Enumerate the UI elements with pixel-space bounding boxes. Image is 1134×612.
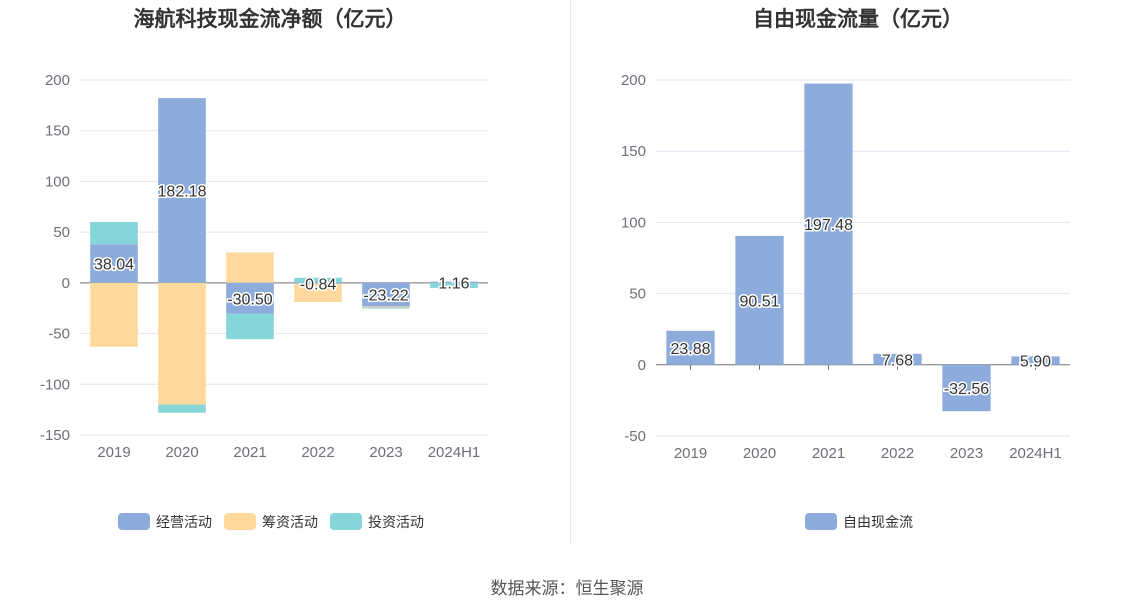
y-tick-label: -50 (48, 326, 70, 343)
data-source-note: 数据来源：恒生聚源 (490, 579, 644, 598)
bar-1-2019 (90, 244, 138, 283)
cashflow-net-chart: 海航科技现金流净额（亿元） 200 150 100 50 0 -50 -100 -150 2019… (0, 0, 570, 545)
y-tick-label: -150 (40, 427, 70, 444)
data-label: 38.04 (94, 257, 134, 274)
data-label: 5.90 (1020, 354, 1051, 371)
bar-3-2020 (158, 404, 206, 413)
bar-3-2023 (362, 307, 410, 309)
y-tick-label: 200 (621, 72, 646, 89)
bar-2-2019 (90, 282, 138, 347)
panel-divider (570, 0, 571, 545)
data-label: 1.16 (438, 275, 469, 292)
y-tick-label: -50 (624, 428, 646, 445)
y-tick-label: -100 (40, 376, 70, 393)
bar-1-2022 (873, 353, 922, 365)
legend-label: 筹资活动 (262, 514, 318, 530)
legend-label: 自由现金流 (843, 514, 913, 530)
y-tick-label: 100 (45, 173, 70, 190)
data-label: -0.84 (300, 276, 337, 293)
x-tick-label: 2024H1 (1009, 445, 1062, 462)
legend-swatch (118, 513, 150, 530)
y-tick-label: 100 (621, 214, 646, 231)
free-cashflow-chart: 自由现金流量（亿元） 200 150 100 50 0 -50 2019 2020 2021 202… (571, 0, 1134, 545)
x-tick-label: 2024H1 (428, 444, 481, 461)
bar-3-2021 (226, 313, 274, 340)
x-tick-label: 2021 (812, 445, 845, 462)
cashflow-net-chart-svg: 海航科技现金流净额（亿元） 200 150 100 50 0 -50 -100 -150 2019… (40, 7, 488, 530)
legend-swatch (330, 513, 362, 530)
free-cashflow-chart-svg: 自由现金流量（亿元） 200 150 100 50 0 -50 2019 2020 2021 202… (621, 7, 1070, 530)
y-tick-label: 50 (629, 286, 646, 303)
x-tick-label: 2022 (301, 444, 334, 461)
data-label: 23.88 (670, 341, 710, 358)
y-tick-label: 200 (45, 72, 70, 89)
bar-1-2021 (804, 83, 853, 365)
bar-1-2021 (226, 282, 274, 314)
data-label: -30.50 (227, 291, 272, 308)
bar-1-2019 (666, 330, 715, 365)
x-tick-label: 2023 (950, 445, 983, 462)
x-tick-label: 2019 (674, 445, 707, 462)
bar-2-2023 (362, 306, 410, 308)
bar-2-2021 (226, 252, 274, 283)
x-tick-label: 2019 (97, 444, 130, 461)
legend-swatch (224, 513, 256, 530)
x-tick-label: 2020 (165, 444, 198, 461)
bar-2-2022 (294, 283, 342, 302)
chart-title: 海航科技现金流净额（亿元） (134, 7, 407, 31)
x-tick-label: 2023 (369, 444, 402, 461)
data-label: -23.22 (363, 288, 408, 305)
bar-1-2024H1 (430, 281, 478, 283)
x-tick-label: 2022 (881, 445, 914, 462)
data-label: 90.51 (739, 293, 779, 310)
bar-3-2019 (90, 221, 138, 245)
y-tick-label: 0 (638, 357, 646, 374)
data-label: -32.56 (944, 381, 989, 398)
y-tick-label: 0 (62, 275, 70, 292)
bar-3-2022 (294, 277, 342, 283)
bar-3-2024H1 (430, 282, 478, 288)
legend-label: 投资活动 (368, 514, 424, 530)
bar-1-2023 (942, 364, 991, 412)
legend-swatch (805, 513, 837, 530)
y-tick-label: 150 (45, 123, 70, 140)
bar-1-2020 (735, 235, 784, 365)
bar-1-2023 (362, 282, 410, 307)
bar-1-2020 (158, 98, 206, 283)
x-tick-label: 2021 (233, 444, 266, 461)
data-label: 197.48 (804, 217, 853, 234)
data-label: 182.18 (158, 183, 207, 200)
y-tick-label: 50 (53, 224, 70, 241)
bar-2-2020 (158, 282, 206, 405)
bar-1-2024H1 (1011, 356, 1060, 365)
bar-1-2022 (294, 282, 342, 284)
y-tick-label: 150 (621, 143, 646, 160)
data-label: 7.68 (882, 352, 913, 369)
chart-title: 自由现金流量（亿元） (753, 7, 963, 31)
x-tick-label: 2020 (743, 445, 776, 462)
legend-label: 经营活动 (156, 514, 212, 530)
